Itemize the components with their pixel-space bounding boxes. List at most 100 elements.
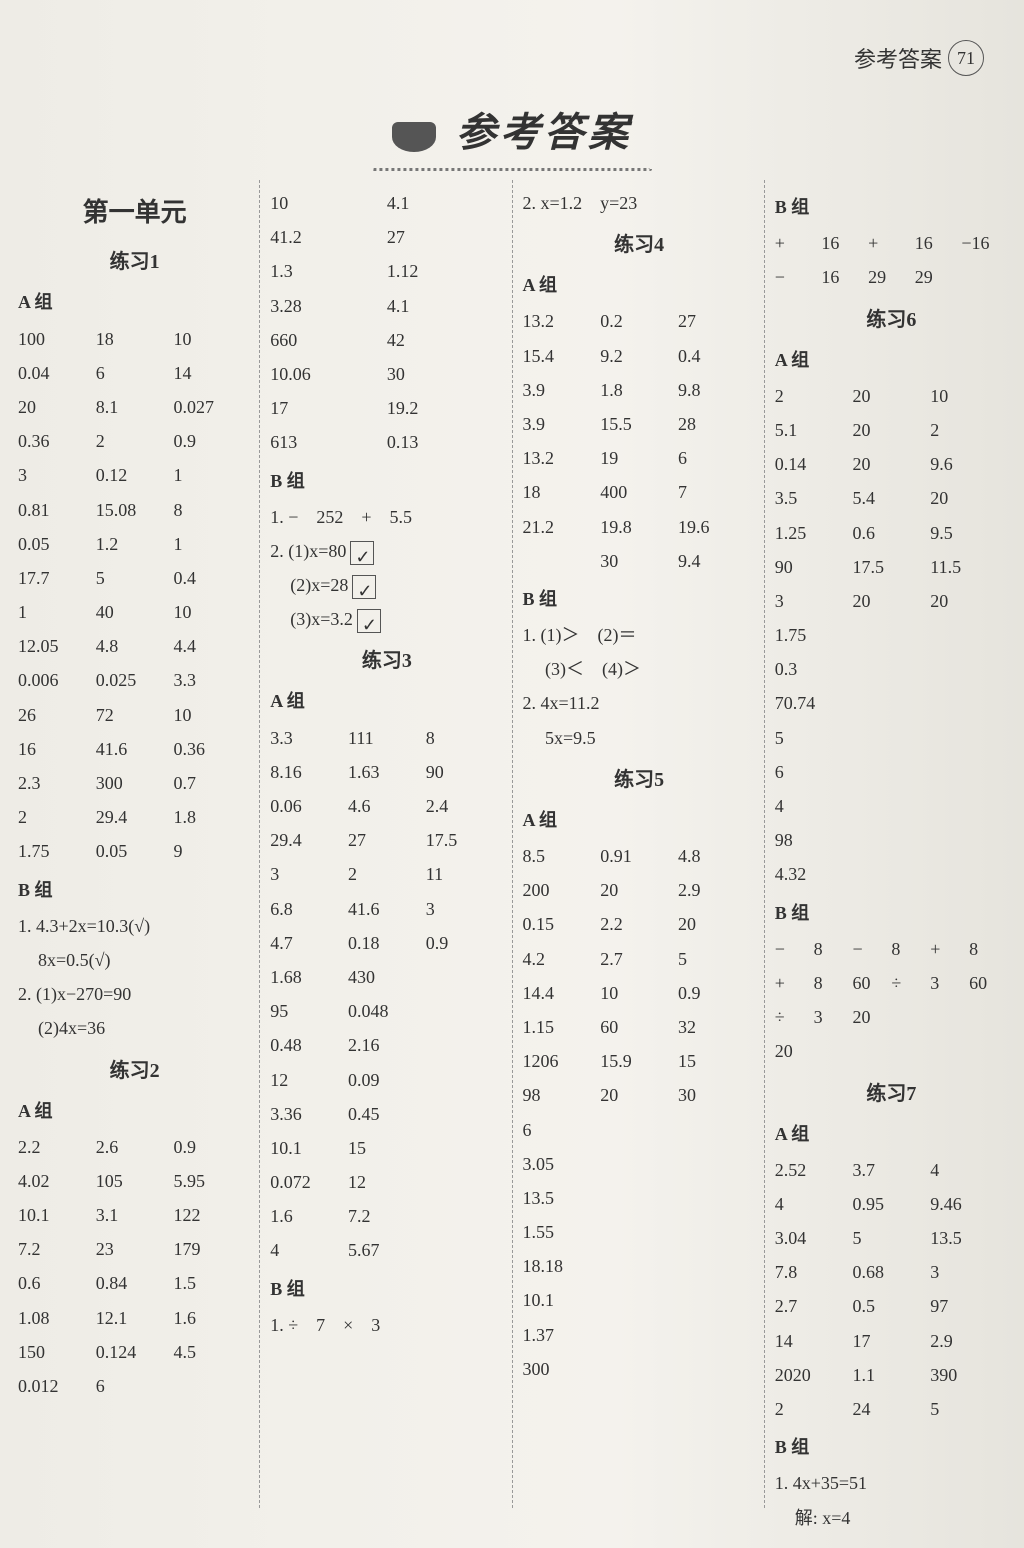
data-cell: 14	[174, 356, 252, 390]
data-row: 1001810	[18, 322, 251, 356]
data-cell	[600, 1147, 678, 1181]
data-cell: 13.5	[523, 1181, 601, 1215]
data-cell: 29	[868, 260, 915, 294]
data-row: 66042	[270, 323, 503, 357]
data-cell: 5	[853, 1221, 931, 1255]
data-row: 6	[775, 755, 1008, 789]
data-row: 1.250.69.5	[775, 516, 1008, 550]
data-cell	[891, 1000, 930, 1034]
data-cell: 6	[96, 1369, 174, 1403]
data-cell: 0.06	[270, 789, 348, 823]
data-cell: 3.3	[174, 663, 252, 697]
data-row: 45.67	[270, 1233, 503, 1267]
data-cell: 1.6	[174, 1301, 252, 1335]
data-row: 1.75	[775, 618, 1008, 652]
ex2-title: 练习2	[18, 1052, 251, 1090]
data-cell: 16	[915, 226, 962, 260]
data-cell: 2.6	[96, 1130, 174, 1164]
data-cell: 0.027	[174, 390, 252, 424]
data-row: 1719.2	[270, 391, 503, 425]
data-cell	[426, 1199, 504, 1233]
data-cell: 8.16	[270, 755, 348, 789]
data-cell: 29	[915, 260, 962, 294]
data-cell: 20	[853, 1000, 892, 1034]
page-number: 71	[948, 40, 984, 76]
data-cell: 0.12	[96, 458, 174, 492]
data-cell: 3.5	[775, 481, 853, 515]
data-row: 0.152.220	[523, 907, 756, 941]
data-cell: 10	[174, 595, 252, 629]
title-underline	[372, 164, 652, 171]
data-row: 1500.1244.5	[18, 1335, 251, 1369]
data-cell: 3	[814, 1000, 853, 1034]
cap-icon	[392, 122, 436, 152]
data-cell: 8	[426, 721, 504, 755]
data-cell: 3	[426, 892, 504, 926]
c2-b2b-txt: (2)x=28	[290, 575, 348, 595]
data-cell: 3.1	[96, 1198, 174, 1232]
data-row: 1.37	[523, 1318, 756, 1352]
data-row: 17.750.4	[18, 561, 251, 595]
data-row: 0.8115.088	[18, 493, 251, 527]
data-cell: 0.4	[174, 561, 252, 595]
data-cell: 15.08	[96, 493, 174, 527]
data-cell: 1.15	[523, 1010, 601, 1044]
data-cell	[678, 1318, 756, 1352]
data-cell: 23	[96, 1232, 174, 1266]
data-row: 10.13.1122	[18, 1198, 251, 1232]
data-cell: 16	[821, 226, 868, 260]
c2-ex3-b1: 1. ÷ 7 × 3	[270, 1308, 503, 1342]
col3-ex5-groupA: A 组	[523, 803, 756, 837]
data-row: 0.0126	[18, 1369, 251, 1403]
col-3: 2. x=1.2 y=23 练习4 A 组 13.20.22715.49.20.…	[512, 180, 764, 1508]
data-cell	[523, 544, 601, 578]
data-cell: 98	[775, 823, 853, 857]
data-cell: 5	[775, 721, 853, 755]
data-row: 1641.60.36	[18, 732, 251, 766]
data-row: 15.49.20.4	[523, 339, 756, 373]
data-cell: 2.7	[775, 1289, 853, 1323]
data-cell: 4	[775, 1187, 853, 1221]
data-cell: 17.5	[426, 823, 504, 857]
data-cell: 0.6	[853, 516, 931, 550]
c4-ex7-b1: 1. 4x+35=51	[775, 1466, 1008, 1500]
data-cell: 4	[775, 789, 853, 823]
data-row: 21.219.819.6	[523, 510, 756, 544]
data-cell: 7.2	[348, 1199, 426, 1233]
data-row: 4	[775, 789, 1008, 823]
data-row: 1.156032	[523, 1010, 756, 1044]
data-cell: 1	[174, 527, 252, 561]
data-cell: 16	[821, 260, 868, 294]
data-cell: 0.9	[174, 1130, 252, 1164]
data-row: 309.4	[523, 544, 756, 578]
data-row: 0.04614	[18, 356, 251, 390]
data-cell: 9	[174, 834, 252, 868]
data-cell: 0.68	[853, 1255, 931, 1289]
data-cell: 7.8	[775, 1255, 853, 1289]
data-cell: 0.09	[348, 1063, 426, 1097]
data-cell: 41.6	[348, 892, 426, 926]
data-cell: 0.006	[18, 663, 96, 697]
data-cell: 1.8	[174, 800, 252, 834]
data-cell	[600, 1318, 678, 1352]
data-cell: 29.4	[96, 800, 174, 834]
data-row: 200202.9	[523, 873, 756, 907]
data-row: 5.1202	[775, 413, 1008, 447]
data-cell: 6	[523, 1113, 601, 1147]
data-cell: 3.3	[270, 721, 348, 755]
data-cell: 17.5	[853, 550, 931, 584]
c1b-line: (2)4x=36	[18, 1011, 251, 1045]
data-cell: 0.025	[96, 663, 174, 697]
data-cell: 1.75	[775, 618, 853, 652]
data-cell	[853, 721, 931, 755]
data-cell: 95	[270, 994, 348, 1028]
data-row: 41.227	[270, 220, 503, 254]
data-row: 9017.511.5	[775, 550, 1008, 584]
data-cell: 122	[174, 1198, 252, 1232]
data-row: 32020	[775, 584, 1008, 618]
data-cell: 0.2	[600, 304, 678, 338]
data-row: 120615.915	[523, 1044, 756, 1078]
data-row: 29.42717.5	[270, 823, 503, 857]
data-cell	[600, 1181, 678, 1215]
data-cell: 3	[270, 857, 348, 891]
